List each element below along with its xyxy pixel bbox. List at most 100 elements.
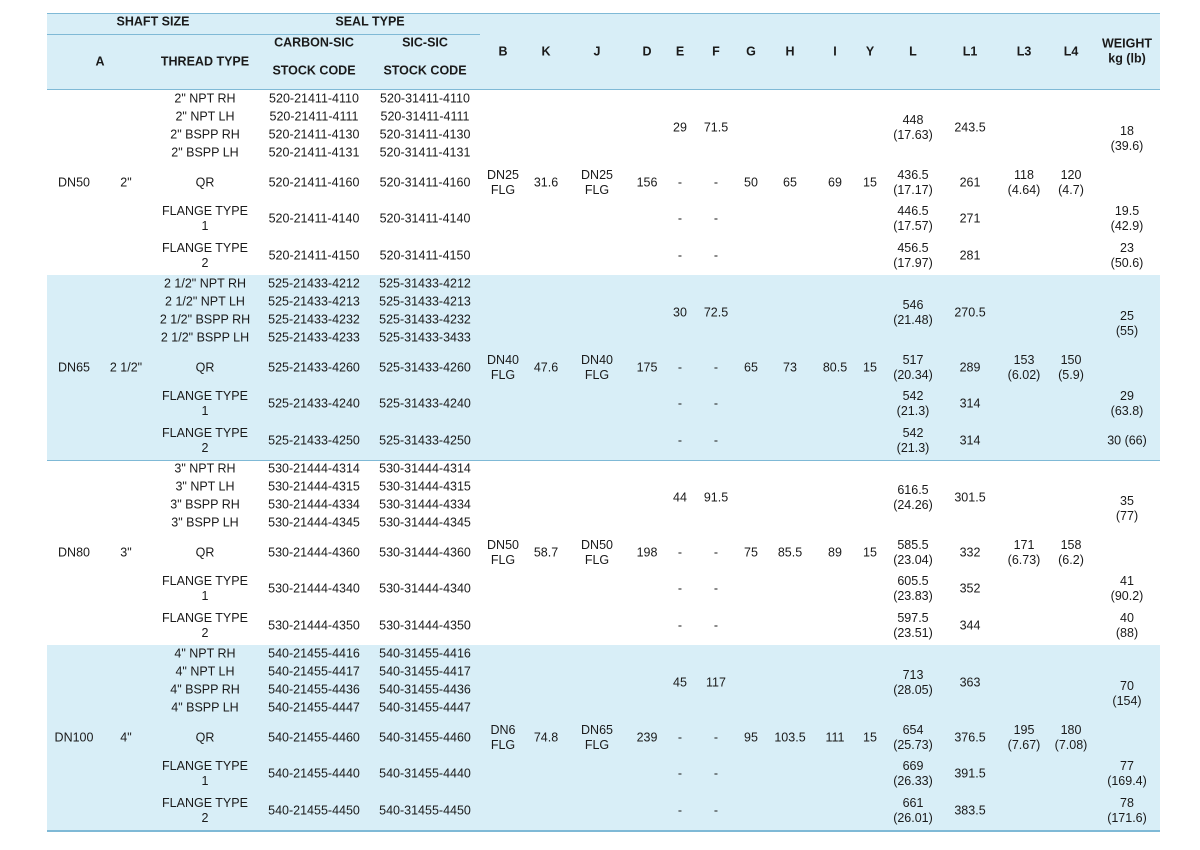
thread-type-line: QR bbox=[195, 360, 215, 375]
dim-d: 156 bbox=[636, 175, 658, 190]
dim-l1: 271 bbox=[959, 211, 981, 226]
dim-l-line: 436.5 bbox=[897, 168, 929, 182]
thread-type-line: 2 1/2" NPT RH bbox=[163, 276, 247, 291]
dim-g: 95 bbox=[744, 730, 758, 745]
dim-k: 58.7 bbox=[533, 545, 559, 560]
dim-l: 446.5 (17.57) bbox=[893, 204, 933, 234]
shaft-a: 2" bbox=[120, 175, 132, 190]
dim-l: 448 (17.63) bbox=[893, 113, 933, 143]
dim-l1: 352 bbox=[959, 581, 981, 596]
stock-code-sic: 540-31455-4447 bbox=[379, 700, 471, 715]
weight-line: 19.5 bbox=[1114, 204, 1140, 218]
thread-type: 4" NPT LH bbox=[175, 665, 234, 680]
dim-f: 117 bbox=[706, 675, 726, 690]
stock-code-carbon: 525-21433-4213 bbox=[268, 294, 360, 309]
dim-e: 29 bbox=[673, 120, 687, 135]
dim-l: 542 (21.3) bbox=[897, 389, 930, 419]
dim-l-line: 669 bbox=[902, 759, 924, 773]
dim-l3-line: 171 bbox=[1013, 538, 1035, 552]
dim-k: 47.6 bbox=[533, 360, 559, 375]
dim-y: 15 bbox=[863, 545, 877, 560]
dim-l3: 118 (4.64) bbox=[1008, 168, 1041, 198]
dim-l4-line: 150 bbox=[1060, 353, 1082, 367]
thread-type-line: 2 bbox=[201, 256, 209, 270]
dim-l-line: 546 bbox=[902, 298, 924, 312]
dim-f: - bbox=[713, 581, 719, 596]
dim-g: 65 bbox=[744, 360, 758, 375]
dim-l-line: (23.51) bbox=[893, 626, 933, 640]
dim-l4-line: 158 bbox=[1060, 538, 1082, 552]
thread-type: 2" NPT RH bbox=[174, 92, 235, 107]
thread-type-line: 2 bbox=[201, 626, 209, 640]
dim-l-line: (21.3) bbox=[896, 404, 930, 418]
stock-code-sic: 520-31411-4130 bbox=[379, 127, 471, 142]
dim-e: - bbox=[677, 730, 683, 745]
stock-code-carbon: 525-21433-4260 bbox=[268, 360, 360, 375]
dim-l3: 153 (6.02) bbox=[1008, 353, 1041, 383]
shaft-a: 2 1/2" bbox=[109, 360, 143, 375]
stock-code-sic: 530-31444-4345 bbox=[379, 515, 471, 530]
weight-line: 29 bbox=[1120, 389, 1134, 403]
dim-b-line: DN50 bbox=[487, 538, 519, 552]
dim-e: - bbox=[677, 396, 683, 411]
stock-code-carbon: 530-21444-4350 bbox=[268, 618, 360, 633]
thread-type: FLANGE TYPE 1 bbox=[162, 204, 248, 234]
group-rule bbox=[47, 460, 1160, 461]
weight-line: (171.6) bbox=[1107, 811, 1147, 825]
dim-l4-line: (6.2) bbox=[1058, 553, 1084, 567]
dim-l1: 301.5 bbox=[954, 490, 986, 505]
dim-b-line: FLG bbox=[490, 553, 516, 567]
header-j: J bbox=[593, 44, 601, 59]
thread-type: 3" NPT RH bbox=[174, 462, 235, 477]
dim-f: - bbox=[713, 803, 719, 818]
dim-e: - bbox=[677, 766, 683, 781]
dim-f: 72.5 bbox=[703, 305, 729, 320]
dim-l3-line: (6.73) bbox=[1007, 553, 1041, 567]
stock-code-carbon: 540-21455-4440 bbox=[268, 766, 360, 781]
dim-l: 585.5 (23.04) bbox=[893, 538, 933, 568]
weight-line: (55) bbox=[1115, 324, 1139, 338]
dim-b-line: FLG bbox=[490, 368, 516, 382]
stock-code-sic: 525-31433-3433 bbox=[379, 330, 471, 345]
weight-line: 18 bbox=[1120, 124, 1134, 138]
thread-type-line: QR bbox=[195, 175, 215, 190]
stock-code-carbon: 530-21444-4334 bbox=[268, 497, 360, 512]
thread-type: 4" BSPP LH bbox=[171, 701, 238, 716]
header-e: E bbox=[675, 44, 685, 59]
dim-l-line: (17.57) bbox=[893, 219, 933, 233]
thread-type-line: 4" BSPP RH bbox=[170, 682, 240, 697]
dim-l: 542 (21.3) bbox=[897, 426, 930, 456]
dim-e: - bbox=[677, 618, 683, 633]
dim-l4-line: (7.08) bbox=[1054, 738, 1088, 752]
dim-l-line: 654 bbox=[902, 723, 924, 737]
thread-type-line: 2 1/2" BSPP LH bbox=[160, 330, 250, 345]
stock-code-sic: 520-31411-4111 bbox=[380, 109, 470, 124]
stock-code-sic: 520-31411-4150 bbox=[379, 248, 471, 263]
header-l3: L3 bbox=[1016, 44, 1032, 59]
thread-type: 3" NPT LH bbox=[175, 480, 234, 495]
header-g: G bbox=[746, 44, 756, 59]
weight-line: 41 bbox=[1120, 574, 1134, 588]
dim-l4-line: (5.9) bbox=[1058, 368, 1084, 382]
thread-type: FLANGE TYPE 2 bbox=[162, 796, 248, 826]
dim-g: 50 bbox=[744, 175, 758, 190]
weight: 35 (77) bbox=[1116, 494, 1138, 524]
stock-code-carbon: 530-21444-4340 bbox=[268, 581, 360, 596]
dim-l1: 332 bbox=[959, 545, 981, 560]
group-rule bbox=[47, 830, 1160, 832]
dim-f: - bbox=[713, 396, 719, 411]
dim-l1: 363 bbox=[959, 675, 981, 690]
dim-l3-line: (7.67) bbox=[1007, 738, 1041, 752]
stock-code-carbon: 525-21433-4233 bbox=[268, 330, 360, 345]
dim-e: - bbox=[677, 545, 683, 560]
weight-line: (88) bbox=[1115, 626, 1139, 640]
dim-l-line: 517 bbox=[902, 353, 924, 367]
weight: 70 (154) bbox=[1112, 679, 1141, 709]
dim-b-line: DN6 bbox=[490, 723, 516, 737]
thread-type-line: 2 1/2" NPT LH bbox=[165, 294, 245, 309]
header-l4: L4 bbox=[1063, 44, 1079, 59]
dim-b-line: FLG bbox=[490, 738, 516, 752]
weight-line: (63.8) bbox=[1110, 404, 1144, 418]
dim-l-line: (26.01) bbox=[893, 811, 933, 825]
stock-code-carbon: 520-21411-4131 bbox=[268, 145, 360, 160]
